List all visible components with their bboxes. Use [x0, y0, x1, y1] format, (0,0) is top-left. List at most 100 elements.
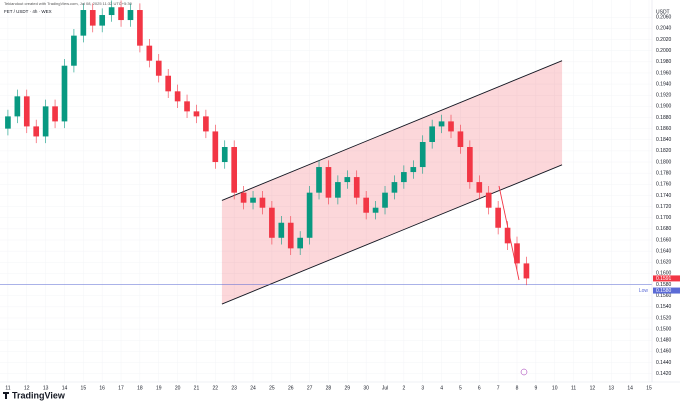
x-tick-label: 23	[231, 385, 237, 391]
candle-body	[335, 182, 341, 198]
candle-body	[457, 131, 464, 148]
candle-body	[146, 45, 153, 61]
candle-body	[344, 177, 351, 183]
x-tick-label: 2	[402, 385, 405, 391]
y-tick-label: 0.1440	[656, 360, 672, 366]
y-tick-label: 0.1540	[656, 304, 672, 310]
candle-body	[504, 227, 511, 244]
y-tick-label: 0.1420	[656, 371, 672, 377]
candle-body	[372, 207, 379, 213]
y-tick-label: 0.1800	[656, 159, 672, 165]
candle-body	[410, 167, 417, 173]
x-tick-label: 27	[307, 385, 313, 391]
candle-body	[250, 197, 256, 203]
low-tag	[653, 287, 680, 294]
x-tick-label: 20	[175, 385, 181, 391]
y-axis-title: USDT	[656, 9, 670, 15]
x-tick-label: 11	[5, 385, 10, 391]
y-tick-label: 0.1880	[656, 115, 672, 121]
candle-body	[212, 131, 219, 163]
x-tick-label: 12	[590, 385, 596, 391]
candle-body	[401, 172, 407, 183]
x-tick-label: 12	[24, 385, 30, 391]
x-tick-label: 28	[326, 385, 332, 391]
candle-body	[80, 10, 87, 36]
candle-body	[467, 147, 473, 183]
y-tick-label: 0.1460	[656, 349, 672, 355]
candle-body	[52, 106, 58, 122]
candle-body	[155, 60, 162, 76]
y-tick-label: 0.2040	[656, 26, 672, 32]
candle-body	[5, 116, 11, 129]
credit: Tekiandout created with TradingView.com,…	[4, 1, 133, 6]
y-tick-label: 0.2000	[656, 48, 672, 54]
y-tick-label: 0.1640	[656, 248, 672, 254]
y-tick-label: 0.1680	[656, 226, 672, 232]
candle-body	[14, 96, 21, 117]
plot-area	[0, 0, 652, 382]
x-tick-label: 3	[421, 385, 424, 391]
candle-body	[419, 141, 426, 168]
x-tick-label: 6	[478, 385, 481, 391]
y-tick-label: 0.1600	[656, 271, 672, 277]
x-tick-label: 25	[269, 385, 275, 391]
y-tick-label: 0.1820	[656, 148, 672, 154]
candle-body	[438, 121, 445, 127]
candle-body	[71, 35, 77, 66]
event-marker	[520, 368, 528, 376]
last-price-tag	[653, 275, 680, 282]
x-tick-label: 19	[156, 385, 162, 391]
candle-body	[363, 197, 369, 213]
x-tick-label: 8	[516, 385, 519, 391]
arrow-drawing	[498, 185, 520, 281]
candle-body	[495, 207, 501, 228]
x-tick-label: 29	[345, 385, 351, 391]
candle-body	[99, 15, 106, 26]
x-tick-label: 14	[627, 385, 633, 391]
x-tick-label: 11	[571, 385, 576, 391]
x-tick-label: 22	[213, 385, 219, 391]
candle-body	[42, 106, 49, 137]
y-tick-label: 0.1660	[656, 237, 672, 243]
y-tick-label: 0.1620	[656, 260, 672, 266]
x-tick-label: 5	[459, 385, 462, 391]
candle-body	[89, 10, 96, 26]
y-tick-label: 0.1860	[656, 126, 672, 132]
x-tick-label: Jul	[382, 385, 388, 391]
x-tick-label: 21	[194, 385, 200, 391]
y-tick-label: 0.1760	[656, 182, 672, 188]
channel-upper-line	[221, 60, 563, 201]
y-tick-label: 0.1720	[656, 204, 672, 210]
x-tick-label: 9	[534, 385, 537, 391]
candle-body	[23, 96, 30, 127]
x-tick-label: 10	[552, 385, 558, 391]
last-price-label: 0.1591	[656, 276, 672, 282]
y-tick-label: 0.1900	[656, 104, 672, 110]
candle-body	[61, 65, 68, 122]
x-tick-label: 18	[137, 385, 143, 391]
low-label: 0.1580	[656, 288, 672, 294]
candle-body	[165, 75, 172, 92]
x-tick-label: 14	[62, 385, 68, 391]
candle-body	[259, 197, 266, 208]
candle-body	[33, 126, 40, 137]
y-tick-label: 0.1740	[656, 193, 672, 199]
candle-body	[485, 192, 492, 208]
channel-lower-line	[221, 164, 563, 305]
x-tick-label: 30	[363, 385, 369, 391]
candle-body	[448, 121, 454, 132]
candle-body	[174, 91, 181, 102]
y-tick-label: 0.1840	[656, 137, 672, 143]
y-tick-label: 0.1560	[656, 293, 672, 299]
candle-body	[137, 10, 143, 46]
candle-body	[221, 147, 228, 163]
x-tick-label: 15	[646, 385, 652, 391]
candle-body	[476, 182, 483, 193]
candle-body	[514, 243, 520, 264]
x-tick-label: 26	[288, 385, 294, 391]
y-tick-label: 0.2020	[656, 37, 672, 43]
candle-body	[429, 126, 435, 142]
x-tick-label: 13	[43, 385, 49, 391]
